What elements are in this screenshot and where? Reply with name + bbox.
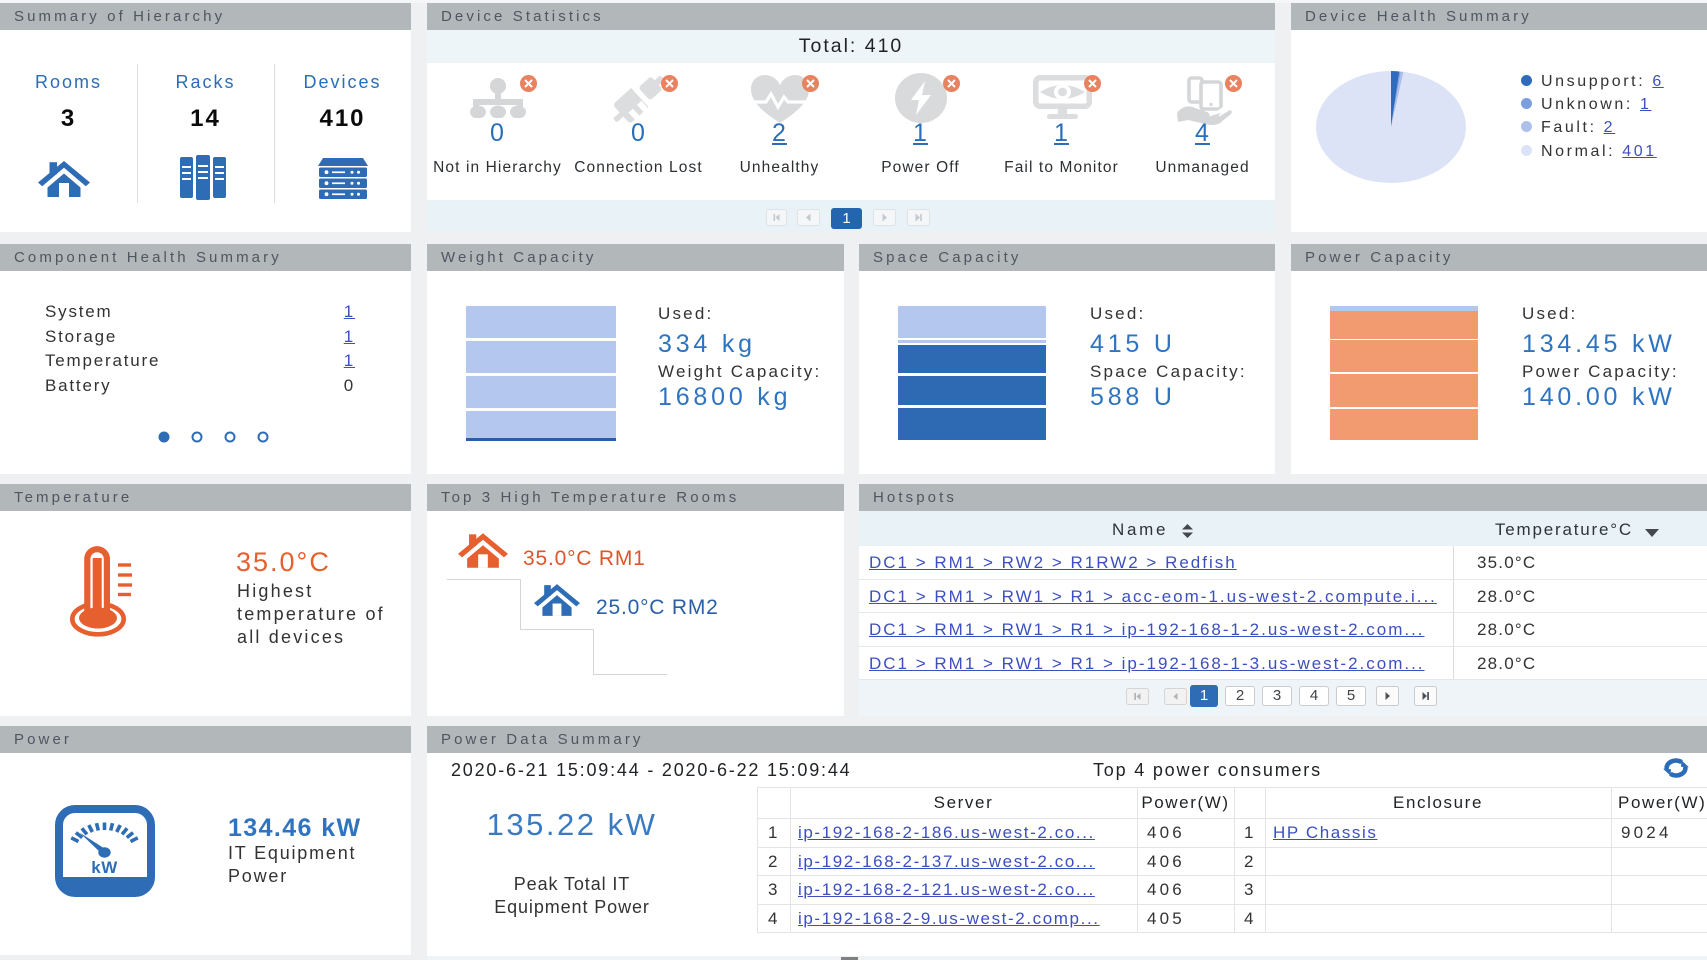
svg-text:kW: kW	[91, 858, 118, 877]
